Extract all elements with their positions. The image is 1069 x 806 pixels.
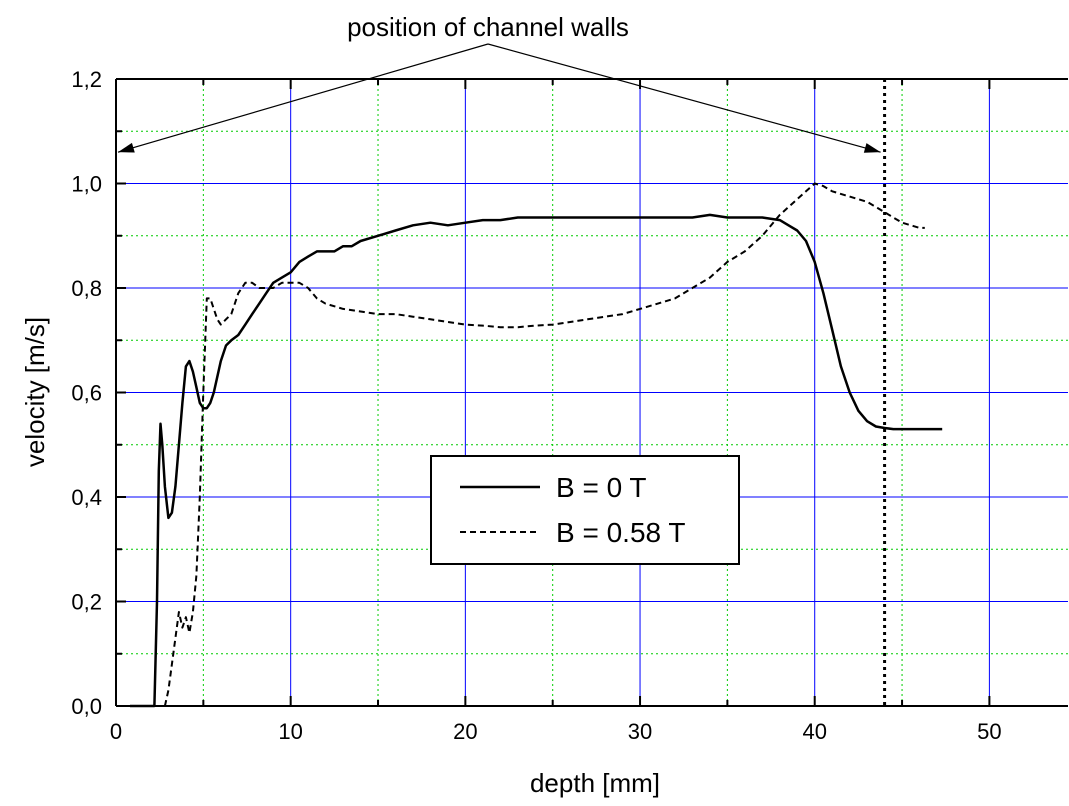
x-axis-label: depth [mm] bbox=[530, 768, 660, 798]
x-tick-label: 50 bbox=[977, 719, 1001, 744]
tick-labels: 0 10 20 30 40 50 0,0 0,2 0,4 0,6 0,8 1,0 1,2 bbox=[71, 67, 1001, 744]
x-tick-label: 40 bbox=[802, 719, 826, 744]
annotation-arrowhead bbox=[118, 142, 135, 153]
y-tick-label: 1,2 bbox=[71, 67, 102, 92]
annotation-arrow-line bbox=[487, 43, 881, 153]
x-tick-label: 20 bbox=[453, 719, 477, 744]
annotation: position of channel walls bbox=[117, 12, 881, 153]
major-grid bbox=[116, 79, 1068, 706]
legend-label-b058: B = 0.58 T bbox=[556, 517, 685, 548]
series-line-b0 bbox=[130, 213, 943, 708]
annotation-text: position of channel walls bbox=[347, 12, 629, 42]
y-tick-label: 1,0 bbox=[71, 172, 102, 197]
x-tick-label: 30 bbox=[628, 719, 652, 744]
y-tick-label: 0,2 bbox=[71, 590, 102, 615]
series-line-b058 bbox=[163, 182, 925, 707]
y-axis-label: velocity [m/s] bbox=[20, 317, 50, 467]
y-tick-label: 0,0 bbox=[71, 694, 102, 719]
series-layer bbox=[130, 182, 943, 708]
x-tick-label: 10 bbox=[278, 719, 302, 744]
annotation-arrowhead bbox=[863, 143, 881, 153]
annotation-arrow-line bbox=[117, 43, 489, 153]
legend: B = 0 T B = 0.58 T bbox=[430, 455, 740, 565]
y-tick-label: 0,6 bbox=[71, 381, 102, 406]
axes-layer bbox=[115, 78, 1068, 707]
annotation-arrows bbox=[117, 43, 881, 153]
x-tick-label: 0 bbox=[110, 719, 122, 744]
legend-label-b0: B = 0 T bbox=[556, 472, 647, 503]
y-tick-label: 0,4 bbox=[71, 485, 102, 510]
legend-box bbox=[430, 455, 740, 565]
y-tick-label: 0,8 bbox=[71, 276, 102, 301]
